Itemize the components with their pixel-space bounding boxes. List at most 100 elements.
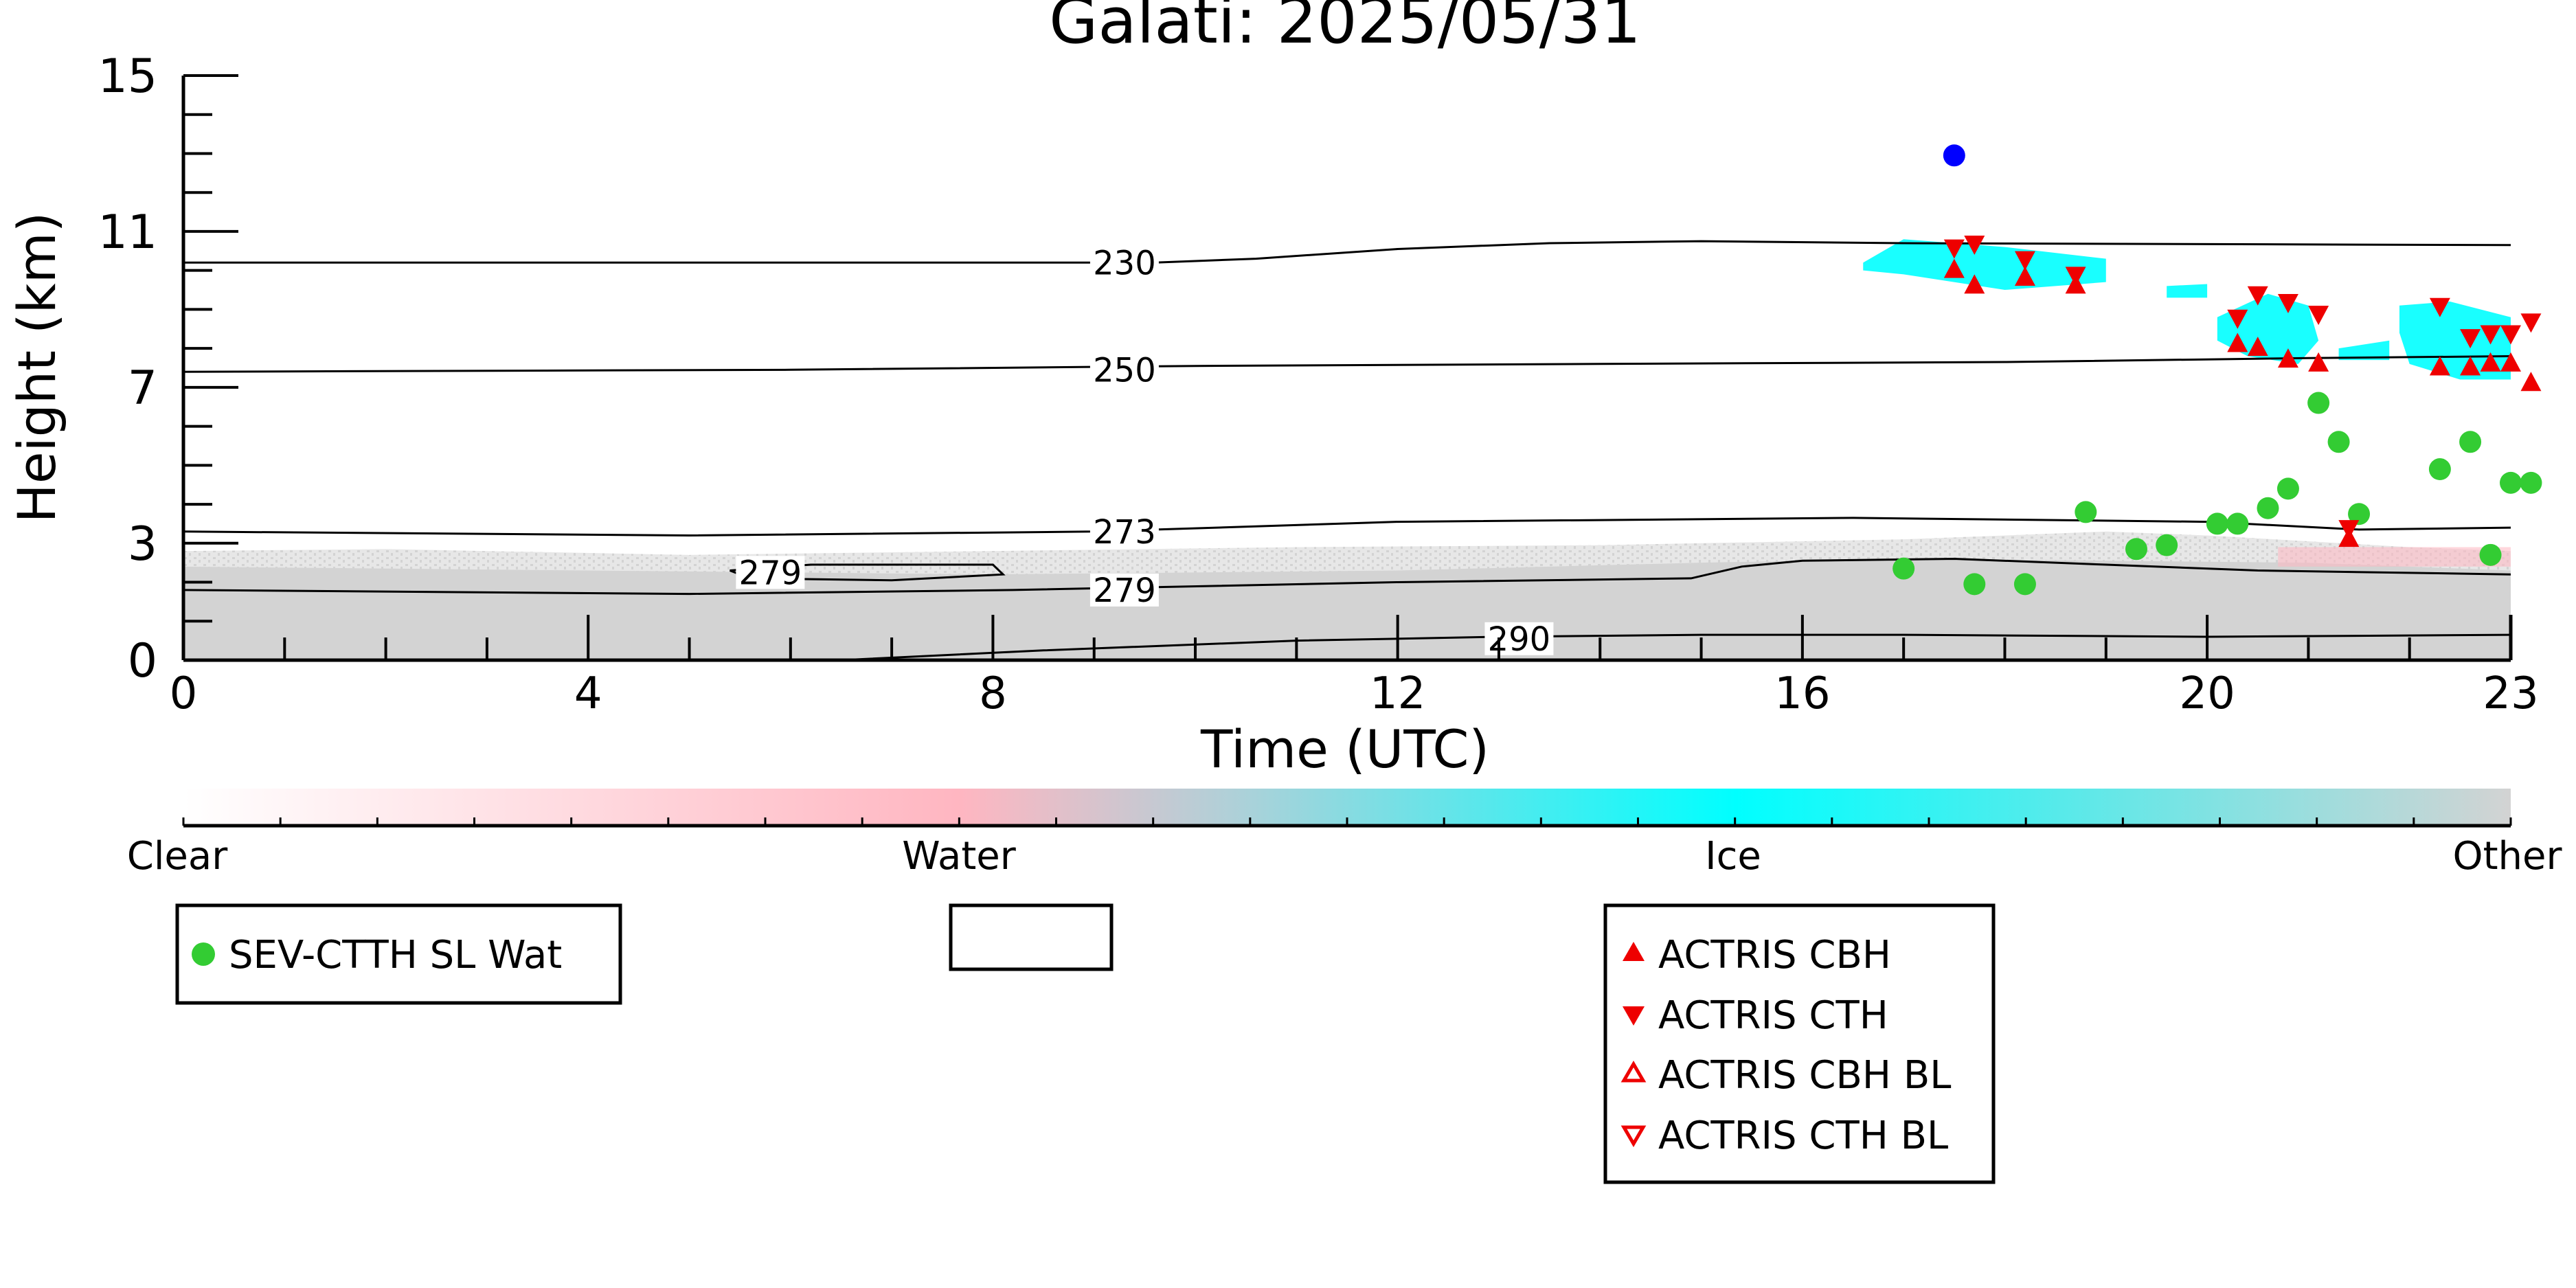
marker-cth-0 (1943, 239, 1965, 259)
marker-cth-8 (2338, 520, 2360, 540)
marker-circle-0-10 (2307, 392, 2330, 414)
y-axis-label: Height (km) (6, 212, 67, 523)
marker-circle-0-17 (2520, 471, 2542, 494)
marker-cbh-1 (1964, 274, 1985, 294)
contour-label-bg (1484, 622, 1554, 655)
marker-cbh-12 (2500, 352, 2521, 372)
marker-circle-0-4 (2125, 538, 2147, 561)
marker-cbh-7 (2308, 352, 2329, 372)
colorbar-label-ice: Ice (1705, 834, 1761, 879)
marker-circle-0-3 (2075, 501, 2097, 523)
contour-label-250: 250 (1093, 351, 1156, 389)
contour-279-3 (183, 557, 2511, 596)
contour-label-bg (1089, 515, 1159, 548)
marker-cth-5 (2247, 286, 2268, 306)
marker-cbh-2 (2014, 267, 2035, 286)
marker-circle-1-0 (1943, 144, 1965, 167)
contour-label-290: 290 (1488, 620, 1551, 659)
marker-circle-0-16 (2500, 471, 2522, 494)
fill-ice-2 (2217, 293, 2319, 364)
legend-label: ACTRIS CBH BL (1658, 1053, 1951, 1098)
colorbar-label-clear: Clear (127, 834, 228, 879)
temperature-contours (183, 240, 2511, 662)
x-tick-label: 12 (1370, 668, 1425, 719)
marker-cth-10 (2460, 329, 2481, 349)
fill-ice-1 (2167, 284, 2208, 298)
marker-cth-4 (2227, 309, 2248, 329)
contour-273-2 (183, 517, 2511, 537)
colorbar-label-other: Other (2452, 834, 2562, 879)
marker-cth-11 (2480, 325, 2501, 345)
chart-title: Galati: 2025/05/31 (1049, 0, 1641, 58)
contour-label-279: 279 (739, 554, 802, 592)
marker-cbh-13 (2520, 372, 2542, 392)
legend-marker-green-circle (192, 942, 215, 966)
contour-label-bg (736, 556, 805, 589)
colorbar-label-water: Water (902, 834, 1017, 879)
legend-label: ACTRIS CBH (1658, 933, 1891, 978)
x-tick-label: 8 (979, 668, 1007, 719)
x-axis-label: Time (UTC) (1200, 719, 1489, 780)
y-tick-label: 7 (128, 361, 157, 416)
marker-cbh-5 (2247, 337, 2268, 357)
contour-label-230: 230 (1093, 244, 1156, 282)
marker-cth-2 (2014, 251, 2035, 271)
fill-ice-3 (2338, 340, 2390, 361)
legend-box (1603, 903, 1996, 1184)
contour-230-0 (183, 240, 2511, 264)
marker-cth-3 (2065, 267, 2086, 286)
marker-circle-0-15 (2479, 543, 2502, 566)
marker-circle-0-8 (2257, 497, 2279, 519)
marker-circle-0-7 (2226, 512, 2249, 535)
marker-cbh-0 (1943, 258, 1965, 278)
y-tick-label: 3 (128, 517, 157, 572)
marker-cth-1 (1964, 235, 1985, 255)
legend-box (949, 903, 1114, 971)
marker-cth-13 (2520, 313, 2542, 333)
legend-marker-triangle-down (1623, 1006, 1645, 1026)
legend-box (175, 903, 622, 1005)
legend-marker-triangle-up (1623, 942, 1645, 961)
marker-cbh-6 (2277, 348, 2298, 368)
marker-cth-12 (2500, 325, 2521, 345)
contour-250-1 (183, 355, 2511, 373)
legend-label: ACTRIS CTH BL (1658, 1114, 1948, 1158)
marker-cbh-4 (2227, 332, 2248, 352)
y-tick-label: 0 (128, 634, 157, 688)
colorbar: Clear Water Ice Other (127, 789, 2562, 879)
y-ticks: 0 3 7 11 15 (98, 49, 238, 688)
contour-label-bg (1089, 353, 1159, 387)
x-tick-label: 16 (1774, 668, 1830, 719)
legend-empty (949, 903, 1114, 971)
legend-marker-triangle-up-open (1620, 1061, 1647, 1083)
legend-actris: ACTRIS CBH ACTRIS CTH ACTRIS CBH BL ACTR… (1603, 903, 1996, 1184)
legend-label: ACTRIS CTH (1658, 993, 1888, 1038)
marker-cth-6 (2277, 294, 2298, 314)
contour-labels: 230 250 273 279 279 290 (736, 244, 1554, 659)
cloud-class-fill (183, 239, 2511, 660)
fill-ice-4 (2399, 302, 2511, 380)
legend-marker-triangle-down-open (1620, 1125, 1647, 1147)
contour-290-5 (841, 633, 2511, 662)
marker-cth-7 (2308, 306, 2329, 326)
marker-circle-0-14 (2459, 431, 2482, 453)
x-tick-label: 0 (170, 668, 198, 719)
marker-circle-0-11 (2327, 431, 2350, 453)
x-tick-label: 23 (2483, 668, 2538, 719)
legend-satellite: SEV-CTTH SL Wat (175, 903, 622, 1005)
x-tick-label: 4 (574, 668, 602, 719)
marker-circle-0-12 (2348, 503, 2371, 526)
marker-cth-9 (2429, 297, 2450, 317)
marker-cbh-10 (2460, 356, 2481, 376)
marker-circle-0-13 (2428, 458, 2451, 481)
fill-other-dense (183, 558, 2511, 660)
y-tick-label: 11 (98, 205, 157, 260)
contour-label-279: 279 (1093, 572, 1156, 610)
fill-water (2278, 547, 2511, 567)
marker-cbh-11 (2480, 352, 2501, 372)
data-markers (1893, 144, 2542, 596)
marker-circle-0-0 (1893, 557, 1915, 580)
contour-label-bg (1089, 246, 1159, 280)
contour-label-273: 273 (1093, 513, 1156, 552)
